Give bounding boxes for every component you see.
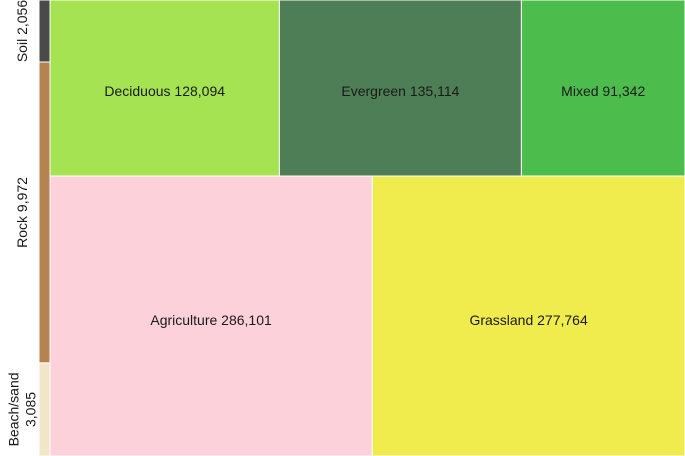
strip-label-line: 3,085 bbox=[23, 392, 39, 427]
strip-label-rock: Rock 9,972 bbox=[14, 177, 30, 248]
cell-mixed bbox=[520, 0, 685, 177]
strip-beach-sand bbox=[38, 362, 51, 456]
strip-label-line: Rock 9,972 bbox=[14, 177, 30, 248]
cell-evergreen bbox=[278, 0, 522, 177]
cell-label-deciduous: Deciduous 128,094 bbox=[104, 83, 225, 99]
strip-label-soil: Soil 2,056 bbox=[14, 0, 30, 62]
cell-label-grassland: Grassland 277,764 bbox=[469, 312, 588, 328]
cell-label-agriculture: Agriculture 286,101 bbox=[150, 312, 272, 328]
cell-grassland bbox=[371, 175, 685, 456]
cell-label-mixed: Mixed 91,342 bbox=[561, 83, 645, 99]
cell-label-evergreen: Evergreen 135,114 bbox=[341, 83, 459, 99]
cell-deciduous bbox=[49, 0, 280, 177]
strip-label-line: Beach/sand bbox=[6, 372, 22, 446]
strip-label-beach-sand: Beach/sand 3,085 bbox=[6, 372, 39, 446]
strip-rock bbox=[38, 61, 51, 364]
cell-agriculture bbox=[49, 175, 373, 456]
strip-label-line: Soil 2,056 bbox=[14, 0, 30, 62]
strip-soil bbox=[38, 0, 51, 63]
